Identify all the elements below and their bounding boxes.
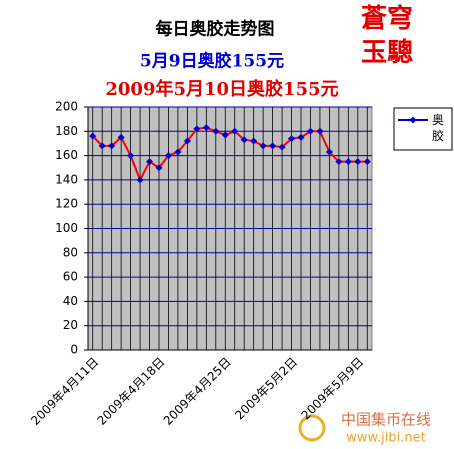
data-point	[306, 127, 314, 135]
logo-text: 蒼穹	[361, 3, 413, 34]
watermark-name: 中国集币在线	[341, 411, 431, 429]
watermark-url: www.jibi.net	[346, 431, 425, 446]
chart-title: 每日奥胶走势图	[156, 19, 275, 40]
data-point	[316, 127, 324, 135]
data-point	[98, 142, 106, 150]
x-tick-label: 2009年4月18日	[94, 355, 167, 428]
data-point	[240, 136, 248, 144]
legend-label: 奥胶	[432, 113, 444, 143]
data-point	[117, 133, 125, 141]
data-point	[174, 148, 182, 156]
y-tick-label: 40	[63, 294, 78, 308]
data-point	[221, 131, 229, 139]
x-tick-label: 2009年5月2日	[232, 355, 300, 423]
legend-marker	[409, 116, 417, 124]
data-point	[363, 158, 371, 166]
data-point	[146, 158, 154, 166]
data-point	[250, 137, 258, 145]
data-point	[259, 142, 267, 150]
data-point	[278, 143, 286, 151]
x-tick-label: 2009年4月11日	[28, 355, 101, 428]
data-point	[155, 164, 163, 172]
data-point	[269, 142, 277, 150]
data-point	[344, 158, 352, 166]
data-line	[92, 126, 368, 183]
data-point	[136, 176, 144, 184]
annotation: 2009年5月10日奥胶155元	[105, 78, 338, 100]
y-tick-label: 120	[55, 197, 78, 211]
data-point	[297, 133, 305, 141]
data-point	[354, 158, 362, 166]
y-tick-label: 80	[63, 245, 78, 259]
x-tick-label: 2009年4月25日	[161, 355, 234, 428]
data-point	[89, 132, 97, 140]
y-tick-label: 160	[55, 148, 78, 162]
y-tick-label: 20	[63, 318, 78, 332]
y-tick-label: 200	[55, 100, 78, 114]
y-tick-label: 180	[55, 124, 78, 138]
watermark-logo	[298, 414, 326, 442]
y-tick-label: 100	[55, 221, 78, 235]
logo-text: 玉驄	[361, 37, 413, 68]
data-point	[183, 137, 191, 145]
data-point	[212, 127, 220, 135]
data-point	[202, 124, 210, 132]
data-point	[335, 158, 343, 166]
data-point	[108, 142, 116, 150]
data-point	[164, 152, 172, 160]
data-point	[127, 152, 135, 160]
data-point	[288, 135, 296, 143]
y-tick-label: 0	[70, 343, 78, 357]
data-point	[231, 127, 239, 135]
y-tick-label: 140	[55, 172, 78, 186]
data-point	[193, 125, 201, 133]
chart-subtitle: 5月9日奥胶155元	[140, 51, 284, 72]
y-tick-label: 60	[63, 270, 78, 284]
data-point	[325, 148, 333, 156]
legend	[393, 107, 453, 151]
